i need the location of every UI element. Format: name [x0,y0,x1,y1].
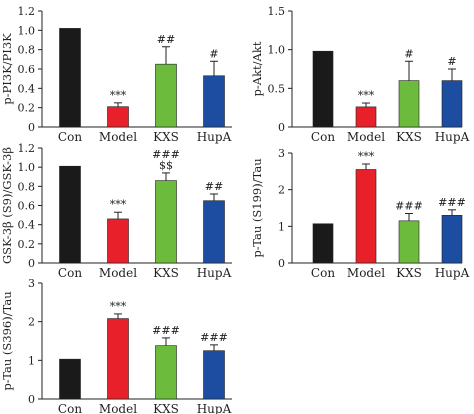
category-label: Model [99,266,137,280]
significance-label: ### [152,324,180,337]
bar-kxs [155,180,177,264]
category-label: HupA [197,402,232,414]
category-label: Model [347,266,385,280]
bar-model [107,106,129,128]
y-tick-label: 1.0 [18,161,36,174]
bar-hupa [441,215,463,264]
y-tick-label: 1 [278,220,285,233]
category-label: Con [311,130,335,144]
chart-panel-2: 0 0.5 1.0 1.5 p-Akt/Akt Con *** Model # KXS # HupA [250,5,470,144]
category-label: HupA [197,130,232,144]
significance-label: *** [110,89,127,102]
y-axis-label: p-Tau (S396)/Tau [0,291,14,390]
y-tick-label: 0.6 [18,200,36,213]
category-label: KXS [396,266,422,280]
y-tick-label: 3 [278,147,285,160]
bar-kxs [155,345,177,400]
category-label: KXS [153,266,179,280]
y-tick-label: 0 [28,121,35,134]
y-tick-label: 0.6 [18,63,36,76]
bar-con [59,165,81,264]
significance-label: *** [358,150,375,163]
y-tick-label: 0 [28,393,35,406]
y-axis-label: GSK-3β (S9)/GSK-3β [0,147,14,264]
y-axis-label: p-Tau (S199)/Tau [250,158,264,257]
y-tick-label: 0.4 [18,219,36,232]
y-tick-label: 2 [28,316,35,329]
y-tick-label: 0.4 [18,82,36,95]
bar-kxs [155,63,177,128]
bar-con [312,223,334,264]
bar-model [107,218,129,264]
y-tick-label: 1.5 [268,5,286,18]
y-tick-label: 0.2 [18,238,36,251]
significance-label: ### [200,331,228,344]
category-label: Con [58,130,82,144]
category-label: HupA [435,266,470,280]
category-label: KXS [153,402,179,414]
bar-model [355,106,377,128]
y-tick-label: 3 [28,277,35,290]
significance-label: *** [110,198,127,211]
category-label: Model [347,130,385,144]
significance-label: ### [395,200,423,213]
category-label: HupA [197,266,232,280]
significance-label: *** [110,300,127,313]
category-label: KXS [396,130,422,144]
y-tick-label: 2 [278,184,285,197]
y-tick-label: 0.8 [18,44,36,57]
significance-label: # [447,55,456,68]
y-tick-label: 0.8 [18,180,36,193]
bar-hupa [203,200,225,264]
y-tick-label: 1.0 [268,44,286,57]
significance-label: ## [205,180,223,193]
chart-panel-5: 0 1 2 3 p-Tau (S396)/Tau Con *** Model ### KXS ###… [0,277,232,414]
bar-kxs [398,220,420,264]
category-label: Con [58,402,82,414]
bar-hupa [203,350,225,400]
category-label: Con [311,266,335,280]
significance-label: *** [358,89,375,102]
significance-label: $$ [159,159,173,172]
chart-panel-1: 0 0.2 0.4 0.6 0.8 1.0 1.2 p-PI3K/PI3K Con *** Mode… [0,5,232,144]
y-tick-label: 0.2 [18,102,36,115]
bar-con [59,358,81,400]
bar-hupa [203,75,225,128]
significance-label: # [209,47,218,60]
category-label: HupA [435,130,470,144]
y-tick-label: 0 [278,257,285,270]
category-label: Model [99,130,137,144]
y-tick-label: 0.5 [268,82,286,95]
bar-hupa [441,80,463,128]
y-tick-label: 1 [28,354,35,367]
significance-label: ### [438,196,466,209]
y-axis-label: p-PI3K/PI3K [0,33,14,105]
bar-con [59,28,81,128]
bar-con [312,50,334,128]
y-axis-label: p-Akt/Akt [250,41,264,96]
y-tick-label: 1.2 [18,5,36,18]
chart-panel-3: 0 0.2 0.4 0.6 0.8 1.0 1.2 GSK-3β (S9)/GSK-3β Con… [0,142,232,280]
category-label: Model [99,402,137,414]
significance-label: ## [157,33,175,46]
bar-kxs [398,80,420,128]
category-label: Con [58,266,82,280]
bar-model [355,169,377,264]
y-tick-label: 1.2 [18,142,36,155]
bar-model [107,318,129,400]
significance-label: ### [152,148,180,161]
chart-panel-4: 0 1 2 3 p-Tau (S199)/Tau Con *** Model ### KXS ###… [250,147,470,280]
significance-label: # [404,47,413,60]
y-tick-label: 0 [28,257,35,270]
y-tick-label: 0 [278,121,285,134]
category-label: KXS [153,130,179,144]
y-tick-label: 1.0 [18,24,36,37]
